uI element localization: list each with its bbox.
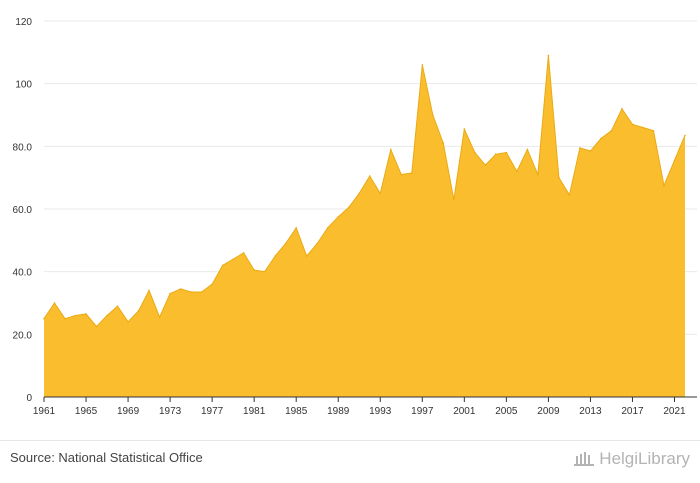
data-point xyxy=(400,173,403,176)
x-tick-label: 1977 xyxy=(201,406,224,417)
data-point xyxy=(442,142,445,144)
data-point xyxy=(579,147,581,149)
area-chart: 0 20.0 40.0 60.0 80.0 100 120 1961 1965 1969 1973 1… xyxy=(13,17,697,417)
x-tick-label: 2005 xyxy=(495,406,518,417)
x-tick-label: 2009 xyxy=(537,406,560,417)
x-tick-label: 2013 xyxy=(579,406,602,417)
data-point xyxy=(379,192,382,195)
series-line xyxy=(43,55,686,328)
x-tick-label: 1965 xyxy=(75,406,98,417)
data-point xyxy=(284,242,287,245)
data-point xyxy=(673,159,676,162)
data-point xyxy=(64,317,66,320)
data-point xyxy=(43,317,45,320)
data-point xyxy=(148,289,150,292)
x-tick-label: 1969 xyxy=(117,406,140,417)
data-point xyxy=(316,242,319,245)
data-point xyxy=(600,137,602,140)
y-tick-label: 20.0 xyxy=(13,330,33,341)
data-point xyxy=(326,227,329,229)
data-point xyxy=(347,206,350,209)
data-point xyxy=(547,54,550,57)
data-point xyxy=(74,314,77,317)
data-point xyxy=(642,126,644,129)
logo-text: HelgiLibrary xyxy=(599,449,690,468)
area-series xyxy=(44,55,685,397)
data-point xyxy=(221,264,224,267)
data-point xyxy=(169,292,171,295)
data-point xyxy=(337,216,340,218)
data-point xyxy=(505,151,508,154)
data-point xyxy=(137,310,140,312)
data-point xyxy=(484,164,487,166)
x-tick-label: 1997 xyxy=(411,406,434,417)
data-point xyxy=(621,107,623,110)
y-tick-label: 40.0 xyxy=(13,268,33,279)
data-point xyxy=(631,123,634,126)
data-point xyxy=(589,150,592,152)
data-point xyxy=(463,128,466,130)
data-point xyxy=(410,172,413,174)
data-point xyxy=(663,184,665,187)
library-building-icon xyxy=(574,452,595,466)
data-point xyxy=(389,148,392,151)
x-tick-label: 1985 xyxy=(285,406,308,417)
data-point xyxy=(53,302,56,304)
y-tick-label: 120 xyxy=(15,17,32,28)
data-point xyxy=(568,194,571,196)
x-tick-label: 2017 xyxy=(621,406,644,417)
data-point xyxy=(526,148,529,151)
data-point xyxy=(95,325,98,328)
data-point xyxy=(106,314,108,317)
data-point xyxy=(358,192,361,195)
data-point xyxy=(558,176,560,179)
y-tick-label: 100 xyxy=(15,80,32,91)
data-point xyxy=(368,175,371,177)
data-point xyxy=(232,258,234,260)
y-tick-label: 80.0 xyxy=(13,142,33,153)
data-point xyxy=(253,269,255,271)
data-point xyxy=(211,283,213,286)
data-point xyxy=(179,288,182,290)
data-point xyxy=(610,129,613,132)
data-point xyxy=(432,114,434,116)
data-point xyxy=(295,227,298,229)
source-note: Source: National Statistical Office xyxy=(10,450,203,465)
data-point xyxy=(537,173,539,176)
x-tick-label: 2021 xyxy=(663,406,686,417)
data-point xyxy=(85,313,87,315)
data-point xyxy=(474,151,476,154)
footer-divider xyxy=(0,440,700,441)
y-tick-label: 60.0 xyxy=(13,205,33,216)
helgilibrary-logo[interactable]: HelgiLibrary xyxy=(573,449,690,469)
x-tick-label: 2001 xyxy=(453,406,476,417)
data-point xyxy=(495,153,497,155)
data-point xyxy=(263,270,266,273)
data-point xyxy=(516,170,518,173)
data-point xyxy=(453,198,455,201)
x-tick-label: 1981 xyxy=(243,406,266,417)
data-point xyxy=(274,255,276,257)
data-point xyxy=(421,64,424,66)
y-tick-label: 0 xyxy=(26,393,32,404)
data-point xyxy=(116,305,119,307)
data-point xyxy=(158,316,161,318)
data-point xyxy=(190,291,192,293)
x-tick-label: 1993 xyxy=(369,406,392,417)
data-point xyxy=(127,321,129,323)
x-tick-label: 1973 xyxy=(159,406,182,417)
x-tick-label: 1961 xyxy=(33,406,56,417)
data-point xyxy=(684,134,686,137)
data-point xyxy=(200,291,203,293)
data-point xyxy=(242,252,245,254)
data-point xyxy=(305,255,308,257)
x-tick-label: 1989 xyxy=(327,406,350,417)
data-point xyxy=(652,129,655,132)
